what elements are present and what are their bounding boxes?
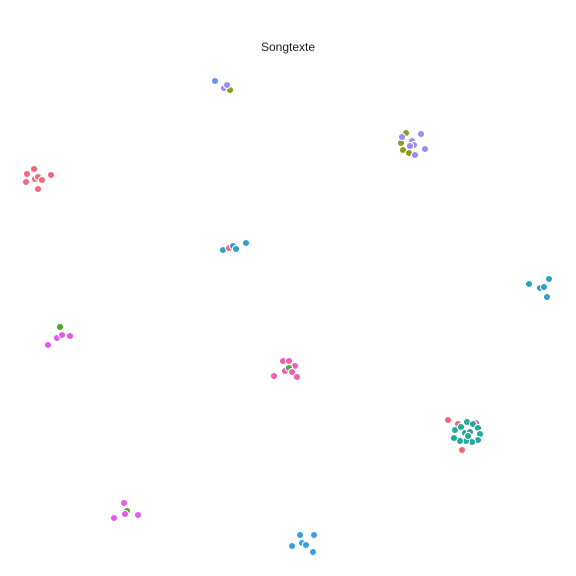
scatter-point — [241, 238, 251, 248]
scatter-point — [463, 431, 473, 441]
scatter-point — [405, 141, 415, 151]
scatter-point — [120, 509, 130, 519]
scatter-point — [292, 372, 302, 382]
scatter-point — [449, 433, 459, 443]
scatter-point — [287, 541, 297, 551]
scatter-point — [33, 184, 43, 194]
scatter-point — [22, 169, 32, 179]
scatter-point — [301, 540, 311, 550]
scatter-point — [222, 80, 232, 90]
scatter-point — [46, 170, 56, 180]
scatter-point — [309, 530, 319, 540]
scatter-point — [29, 164, 39, 174]
scatter-point — [210, 76, 220, 86]
scatter-point — [410, 150, 420, 160]
scatter-point — [539, 282, 549, 292]
scatter-point — [65, 331, 75, 341]
scatter-point — [119, 498, 129, 508]
scatter-point — [295, 530, 305, 540]
scatter-point — [57, 330, 67, 340]
scatter-point — [308, 547, 318, 557]
scatter-point — [43, 340, 53, 350]
scatter-point — [109, 513, 119, 523]
scatter-point — [542, 292, 552, 302]
scatter-point — [524, 279, 534, 289]
scatter-point — [231, 244, 241, 254]
scatter-point — [284, 356, 294, 366]
scatter-point — [416, 129, 426, 139]
scatter-point — [37, 175, 47, 185]
scatter-point — [457, 445, 467, 455]
scatter-point — [287, 367, 297, 377]
scatter-point — [456, 422, 466, 432]
scatter-point — [55, 322, 65, 332]
scatter-point — [443, 415, 453, 425]
scatter-point — [269, 371, 279, 381]
scatter-point — [544, 274, 554, 284]
scatter-point — [133, 510, 143, 520]
scatter-point — [21, 177, 31, 187]
scatter-point — [397, 132, 407, 142]
chart-title: Songtexte — [260, 40, 316, 54]
scatter-point — [420, 144, 430, 154]
